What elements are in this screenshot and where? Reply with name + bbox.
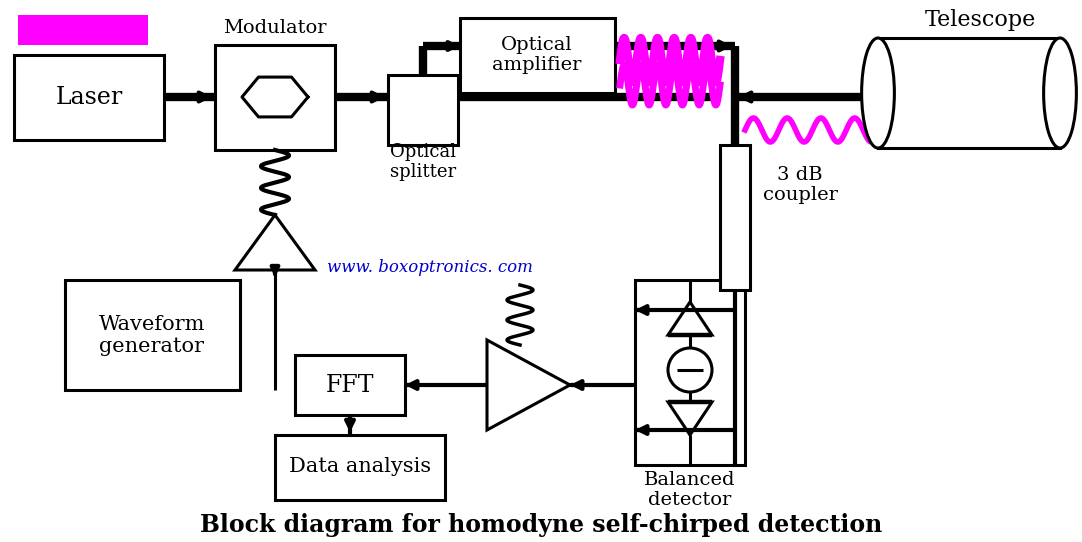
- Bar: [460, 18, 615, 93]
- Bar: [878, 38, 1060, 148]
- Bar: [14, 55, 164, 140]
- Text: Optical
amplifier: Optical amplifier: [492, 36, 582, 74]
- Bar: [295, 355, 405, 415]
- Text: 3 dB
coupler: 3 dB coupler: [763, 166, 837, 204]
- Text: FFT: FFT: [326, 373, 374, 397]
- Bar: [720, 145, 750, 290]
- Bar: [215, 45, 335, 150]
- Ellipse shape: [861, 38, 895, 148]
- Text: Modulator: Modulator: [223, 19, 327, 37]
- Bar: [388, 75, 458, 145]
- Text: Data analysis: Data analysis: [289, 457, 431, 476]
- Text: Balanced
detector: Balanced detector: [644, 470, 736, 509]
- Text: Optical
splitter: Optical splitter: [390, 143, 456, 182]
- Bar: [635, 280, 745, 465]
- Text: Laser: Laser: [55, 86, 122, 108]
- Bar: [275, 435, 445, 500]
- Text: Block diagram for homodyne self-chirped detection: Block diagram for homodyne self-chirped …: [200, 513, 882, 537]
- Ellipse shape: [1044, 38, 1077, 148]
- Bar: [18, 15, 148, 45]
- Text: www. boxoptronics. com: www. boxoptronics. com: [327, 260, 533, 276]
- Text: Waveform
generator: Waveform generator: [98, 314, 206, 356]
- Bar: [65, 280, 240, 390]
- Text: Telescope: Telescope: [924, 9, 1035, 31]
